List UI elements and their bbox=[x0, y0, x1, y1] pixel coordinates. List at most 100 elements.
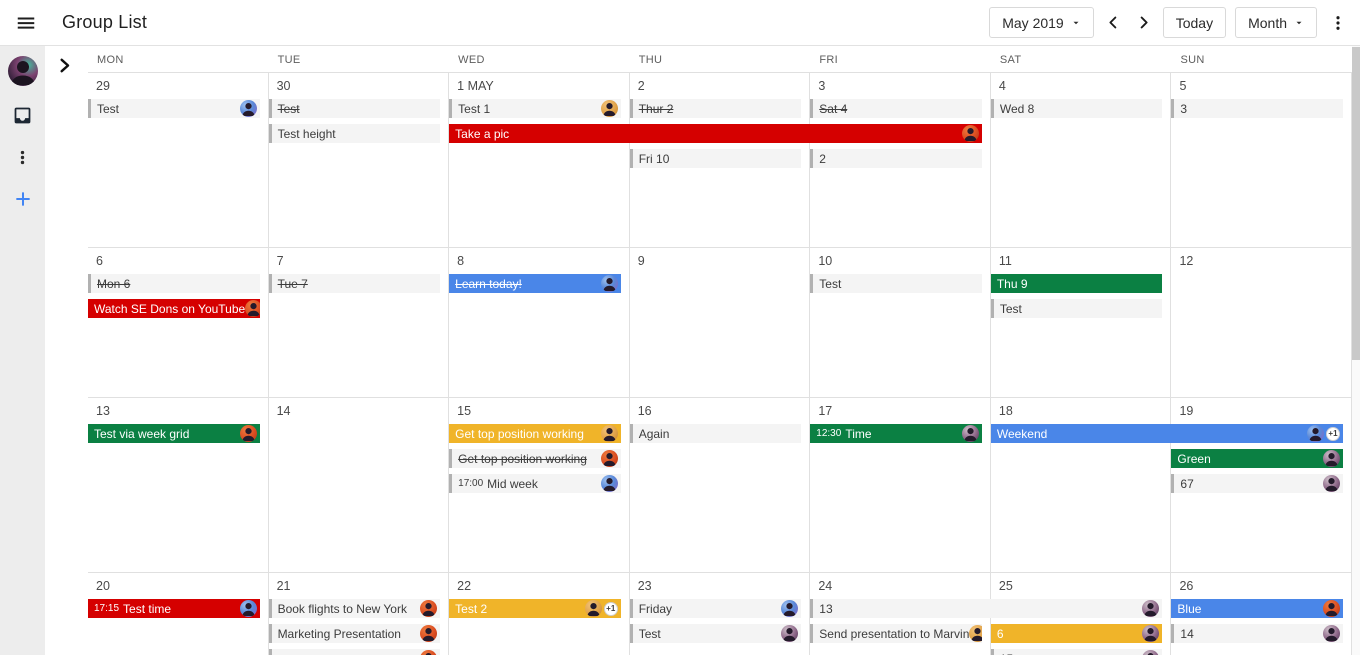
event-bar[interactable]: Test 1 bbox=[449, 99, 621, 118]
event-bar[interactable]: Test bbox=[88, 99, 260, 118]
event-bar[interactable]: Thu 9 bbox=[990, 274, 1163, 293]
event-label: Test bbox=[638, 626, 661, 641]
today-button[interactable]: Today bbox=[1162, 7, 1227, 38]
event-label: Blue bbox=[1177, 601, 1202, 616]
event-label: 13 bbox=[819, 601, 833, 616]
date-label: 3 bbox=[818, 79, 826, 93]
event-bar[interactable]: Thur 2 bbox=[629, 99, 802, 118]
event-bar[interactable]: Test bbox=[629, 624, 802, 643]
event-bar[interactable]: Test 2 +1 bbox=[449, 599, 621, 618]
event-bar[interactable]: Green bbox=[1171, 449, 1343, 468]
inbox-icon[interactable] bbox=[9, 103, 36, 128]
event-bar[interactable]: Blue bbox=[1171, 599, 1343, 618]
red-avatar-icon bbox=[420, 650, 438, 655]
event-bar[interactable]: Mon 6 bbox=[88, 274, 260, 293]
day-cell-25[interactable]: 25 bbox=[991, 573, 1172, 655]
event-bar[interactable]: Marketing Presentation bbox=[268, 624, 441, 643]
event-bar[interactable]: 13 bbox=[810, 599, 1163, 618]
day-cell-6[interactable]: 6 bbox=[88, 248, 269, 397]
date-label: 12 bbox=[1179, 254, 1194, 268]
event-bar[interactable]: 2 bbox=[810, 149, 982, 168]
day-cell-10[interactable]: 10 bbox=[810, 248, 991, 397]
red-avatar-icon bbox=[420, 625, 438, 642]
day-cell-7[interactable]: 7 bbox=[269, 248, 450, 397]
day-cell-1-may[interactable]: 1 MAY bbox=[449, 73, 630, 247]
event-label: Sat 4 bbox=[819, 101, 848, 116]
expand-panel-button[interactable] bbox=[56, 56, 73, 78]
day-cell-3[interactable]: 3 bbox=[810, 73, 991, 247]
event-bar[interactable]: Fri 10 bbox=[629, 149, 802, 168]
day-cell-14[interactable]: 14 bbox=[269, 398, 450, 572]
event-bar[interactable]: Wed 8 bbox=[990, 99, 1163, 118]
day-cell-8[interactable]: 8 bbox=[449, 248, 630, 397]
date-label: 24 bbox=[818, 579, 833, 593]
user-avatar[interactable] bbox=[7, 56, 38, 86]
event-bar[interactable]: Get top position working bbox=[449, 449, 621, 468]
plus-one-badge: +1 bbox=[603, 601, 618, 616]
event-bar[interactable]: Test bbox=[810, 274, 982, 293]
day-cell-16[interactable]: 16 bbox=[630, 398, 811, 572]
top-bar: Group List May 2019 Today Month bbox=[0, 0, 1360, 46]
event-bar[interactable]: 17:15 Test time bbox=[88, 599, 260, 618]
next-button[interactable] bbox=[1133, 13, 1154, 32]
day-cell-20[interactable]: 20 bbox=[88, 573, 269, 655]
plus-icon[interactable] bbox=[10, 187, 36, 211]
event-bar[interactable]: Sat 4 bbox=[810, 99, 982, 118]
event-bar[interactable]: 17:00 Mid week bbox=[449, 474, 621, 493]
event-bar[interactable]: Friday bbox=[629, 599, 802, 618]
day-cell-11[interactable]: 11 bbox=[991, 248, 1172, 397]
event-bar[interactable]: Send presentation to Marvin bbox=[810, 624, 982, 643]
event-bar[interactable]: Weekend +1 bbox=[990, 424, 1343, 443]
day-cell-12[interactable]: 12 bbox=[1171, 248, 1353, 397]
date-label: 13 bbox=[96, 404, 110, 418]
hamburger-menu-icon[interactable] bbox=[12, 9, 40, 37]
event-bar[interactable]: Tue 7 bbox=[268, 274, 441, 293]
day-cell-15[interactable]: 15 bbox=[449, 398, 630, 572]
day-cell-26[interactable]: 26 bbox=[1171, 573, 1353, 655]
scrollbar-thumb[interactable] bbox=[1352, 47, 1360, 360]
day-cell-4[interactable]: 4 bbox=[991, 73, 1172, 247]
event-bar[interactable]: 15 bbox=[990, 649, 1163, 655]
event-label: Thu 9 bbox=[996, 276, 1028, 291]
day-cell-21[interactable]: 21 bbox=[269, 573, 450, 655]
event-bar[interactable]: 14 bbox=[1171, 624, 1343, 643]
event-bar[interactable] bbox=[268, 649, 441, 655]
event-label: Thur 2 bbox=[638, 101, 674, 116]
day-cell-13[interactable]: 13 bbox=[88, 398, 269, 572]
blue-avatar-icon bbox=[600, 475, 618, 492]
event-bar[interactable]: 12:30 Time bbox=[810, 424, 982, 443]
event-bar[interactable]: Take a pic bbox=[449, 124, 982, 143]
event-bar[interactable]: 67 bbox=[1171, 474, 1343, 493]
day-cell-29[interactable]: 29 bbox=[88, 73, 269, 247]
day-cell-23[interactable]: 23 bbox=[630, 573, 811, 655]
event-label: Send presentation to Marvin bbox=[819, 626, 970, 641]
event-bar[interactable]: Test bbox=[990, 299, 1163, 318]
event-bar[interactable]: Test height bbox=[268, 124, 441, 143]
event-label: 2 bbox=[819, 151, 826, 166]
kebab-menu-icon[interactable] bbox=[1326, 11, 1350, 35]
event-label: Mon 6 bbox=[97, 276, 131, 291]
event-bar[interactable]: Again bbox=[629, 424, 802, 443]
day-cell-19[interactable]: 19 bbox=[1171, 398, 1353, 572]
event-bar[interactable]: Watch SE Dons on YouTube bbox=[88, 299, 260, 318]
event-bar[interactable]: Learn today! bbox=[449, 274, 621, 293]
event-label: Test bbox=[97, 101, 120, 116]
date-label: 30 bbox=[276, 79, 291, 93]
event-bar[interactable]: Test bbox=[268, 99, 441, 118]
view-selector-button[interactable]: Month bbox=[1235, 7, 1317, 38]
vertical-dots-icon[interactable] bbox=[11, 145, 34, 170]
event-bar[interactable]: Test via week grid bbox=[88, 424, 260, 443]
date-picker-button[interactable]: May 2019 bbox=[989, 7, 1094, 38]
prev-button[interactable] bbox=[1103, 13, 1124, 32]
event-bar[interactable]: Book flights to New York bbox=[268, 599, 441, 618]
day-cell-30[interactable]: 30 bbox=[269, 73, 450, 247]
day-cell-18[interactable]: 18 bbox=[991, 398, 1172, 572]
event-bar[interactable]: 3 bbox=[1171, 99, 1343, 118]
event-bar[interactable]: Get top position working bbox=[449, 424, 621, 443]
day-cell-9[interactable]: 9 bbox=[630, 248, 811, 397]
day-cell-5[interactable]: 5 bbox=[1171, 73, 1353, 247]
day-cell-22[interactable]: 22 bbox=[449, 573, 630, 655]
day-cell-17[interactable]: 17 bbox=[810, 398, 991, 572]
event-bar[interactable]: 6 bbox=[990, 624, 1163, 643]
day-cell-2[interactable]: 2 bbox=[630, 73, 811, 247]
